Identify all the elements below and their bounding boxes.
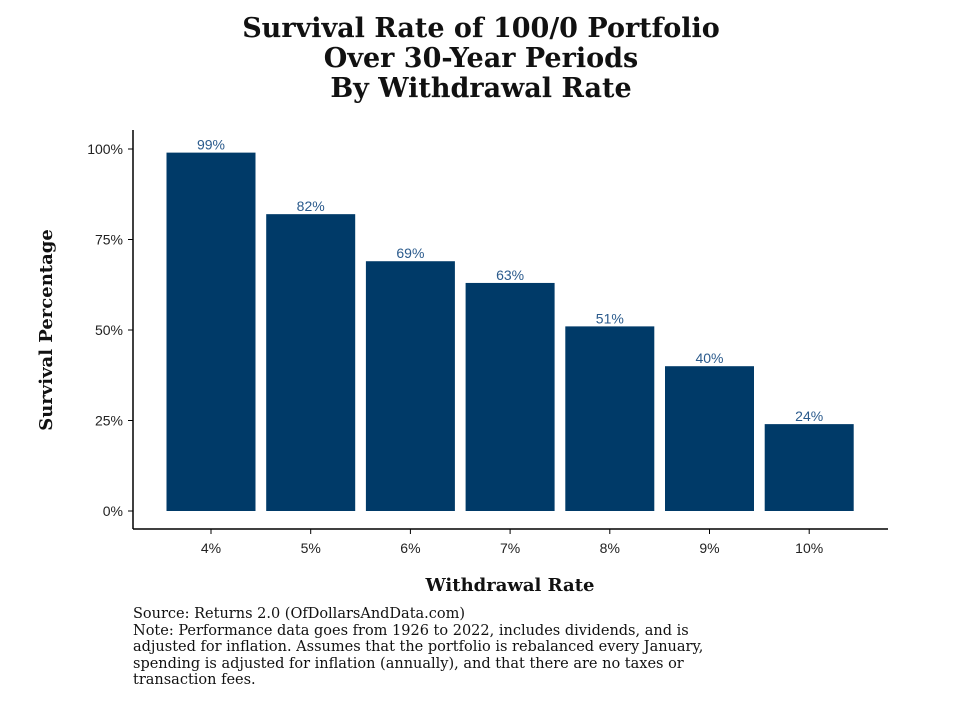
chart-title-line: Over 30-Year Periods	[323, 43, 639, 74]
bar-10%	[764, 424, 854, 511]
x-ticks-group: 4% 5% 6% 7% 8% 9% 10%	[201, 529, 823, 556]
bar-value-label: 51%	[596, 310, 624, 326]
bars-group	[166, 152, 854, 511]
note-line: Note: Performance data goes from 1926 to…	[133, 622, 689, 639]
bar-value-label: 82%	[297, 198, 325, 214]
y-tick-label: 0%	[103, 503, 123, 519]
bar-4%	[166, 152, 256, 511]
y-tick-label: 25%	[95, 413, 123, 429]
bar-8%	[565, 326, 655, 511]
bar-chart: 99% 82% 69% 63% 51% 40% 24% 0% 25% 50% 75% 100% 4%…	[36, 130, 888, 596]
bar-5%	[266, 214, 356, 511]
bar-value-label: 24%	[795, 408, 823, 424]
x-tick-label: 9%	[699, 540, 719, 556]
y-tick-label: 50%	[95, 322, 123, 338]
bar-value-label: 99%	[197, 137, 225, 153]
bar-value-label: 63%	[496, 267, 524, 283]
bar-value-label: 69%	[396, 245, 424, 261]
x-tick-label: 8%	[600, 540, 620, 556]
chart-title: Survival Rate of 100/0 Portfolio Over 30…	[0, 14, 962, 104]
y-ticks-group: 0% 25% 50% 75% 100%	[87, 141, 133, 519]
value-labels-group: 99% 82% 69% 63% 51% 40% 24%	[197, 137, 823, 425]
x-tick-label: 6%	[400, 540, 420, 556]
note-line: transaction fees.	[133, 672, 256, 688]
y-tick-label: 75%	[95, 232, 123, 248]
bar-6%	[365, 261, 455, 511]
x-tick-label: 4%	[201, 540, 221, 556]
x-tick-label: 7%	[500, 540, 520, 556]
source-note: Source: Returns 2.0 (OfDollarsAndData.co…	[133, 606, 933, 689]
y-tick-label: 100%	[87, 141, 123, 157]
note-line: adjusted for inflation. Assumes that the…	[133, 639, 704, 655]
chart-title-line: By Withdrawal Rate	[330, 73, 632, 104]
note-line: spending is adjusted for inflation (annu…	[133, 655, 684, 672]
y-axis-title: Survival Percentage	[36, 229, 57, 431]
bar-value-label: 40%	[695, 350, 723, 366]
source-line: Source: Returns 2.0 (OfDollarsAndData.co…	[133, 606, 466, 622]
x-axis-title: Withdrawal Rate	[425, 575, 595, 596]
x-tick-label: 10%	[795, 540, 823, 556]
x-tick-label: 5%	[301, 540, 321, 556]
bar-7%	[465, 282, 555, 511]
chart-title-line: Survival Rate of 100/0 Portfolio	[242, 13, 720, 44]
bar-9%	[665, 366, 754, 511]
